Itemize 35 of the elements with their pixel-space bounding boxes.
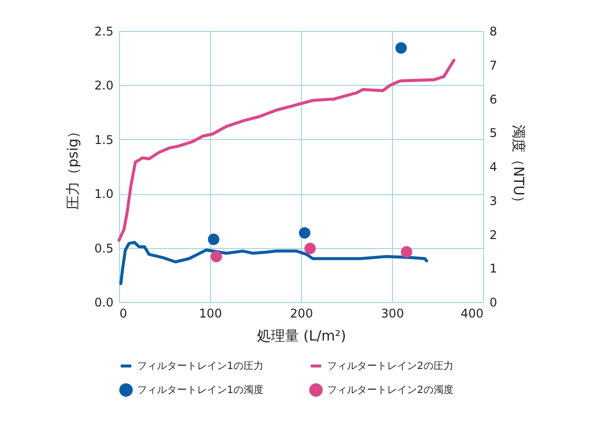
y2-tick-label: 5 <box>490 126 498 140</box>
y-tick-label: 0.0 <box>94 296 114 310</box>
point <box>208 234 220 246</box>
y-tick-label: 1.5 <box>94 132 114 147</box>
y-tick-label: 2.5 <box>94 24 114 38</box>
x-axis-title: 処理量 (L/m²) <box>256 328 346 344</box>
y2-tick-label: 6 <box>490 92 498 106</box>
point <box>298 227 310 239</box>
legend-label: フィルタートレイン2の濁度 <box>327 384 454 396</box>
y-tick-label: 1.0 <box>94 187 114 202</box>
y-tick-label: 2.0 <box>94 78 114 93</box>
legend-label: フィルタートレイン1の濁度 <box>137 384 264 396</box>
point <box>210 250 222 262</box>
x-tick-label: 0 <box>120 306 128 320</box>
x-tick-label: 300 <box>381 306 404 320</box>
y2-tick-label: 2 <box>490 228 498 242</box>
point <box>395 42 407 54</box>
line-series <box>118 58 456 242</box>
y2-tick-label: 3 <box>490 194 498 208</box>
y2-tick-label: 1 <box>490 262 498 276</box>
point <box>304 242 316 254</box>
y-tick-label: 0.5 <box>94 241 114 256</box>
y2-tick-label: 7 <box>490 58 498 72</box>
y2-tick-label: 0 <box>490 296 498 310</box>
y2-tick-label: 8 <box>490 24 498 38</box>
x-tick-label: 200 <box>290 306 313 320</box>
y2-tick-label: 4 <box>490 160 498 174</box>
line-series <box>119 240 428 286</box>
legend-label: フィルタートレイン1の圧力 <box>137 360 264 372</box>
y2-axis-title: 濁度（NTU） <box>510 124 526 210</box>
point <box>400 246 412 258</box>
legend-label: フィルタートレイン2の圧力 <box>327 360 454 372</box>
x-tick-label: 400 <box>460 306 484 320</box>
y-axis-title: 圧力（psig） <box>65 124 82 210</box>
x-tick-label: 100 <box>199 306 222 320</box>
